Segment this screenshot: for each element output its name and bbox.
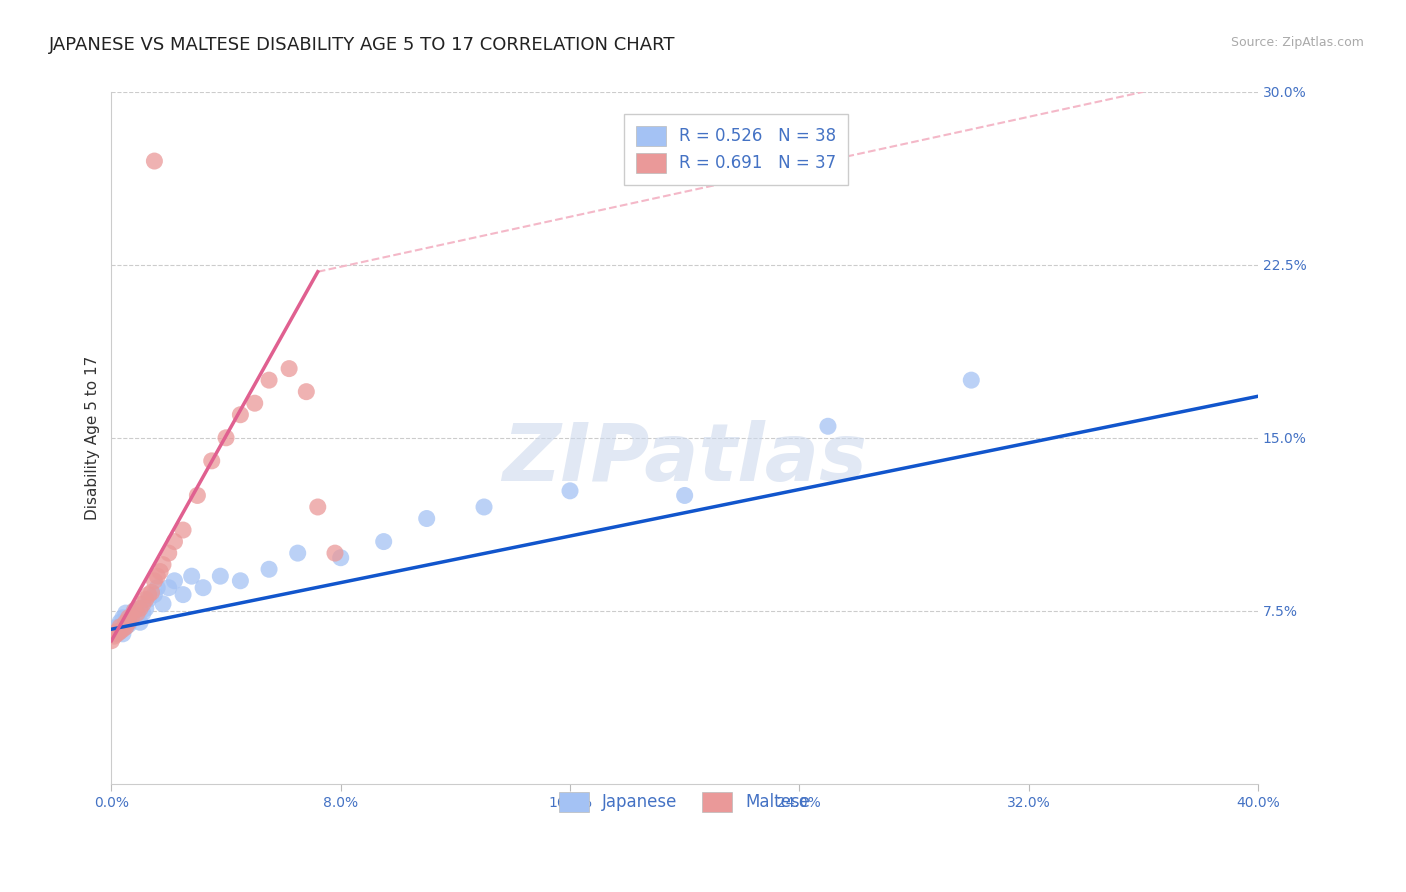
Point — [201, 454, 224, 468]
Point — [135, 601, 157, 615]
Point — [373, 534, 395, 549]
Point — [229, 408, 252, 422]
Point — [180, 569, 202, 583]
Point — [129, 601, 152, 615]
Point — [117, 610, 139, 624]
Point — [186, 488, 208, 502]
Text: Source: ZipAtlas.com: Source: ZipAtlas.com — [1230, 36, 1364, 49]
Point — [111, 610, 134, 624]
Point — [135, 592, 157, 607]
Point — [111, 627, 134, 641]
Point — [114, 606, 136, 620]
Y-axis label: Disability Age 5 to 17: Disability Age 5 to 17 — [86, 356, 100, 520]
Point — [129, 601, 152, 615]
Point — [124, 604, 146, 618]
Point — [278, 361, 301, 376]
Point — [138, 592, 160, 607]
Point — [121, 610, 143, 624]
Point — [229, 574, 252, 588]
Point — [105, 620, 128, 634]
Point — [817, 419, 839, 434]
Point — [152, 558, 174, 572]
Point — [108, 615, 131, 630]
Point — [141, 585, 163, 599]
Point — [157, 581, 180, 595]
Text: JAPANESE VS MALTESE DISABILITY AGE 5 TO 17 CORRELATION CHART: JAPANESE VS MALTESE DISABILITY AGE 5 TO … — [49, 36, 676, 54]
Point — [257, 373, 280, 387]
Point — [149, 565, 172, 579]
Point — [127, 606, 149, 620]
Point — [111, 622, 134, 636]
Point — [415, 511, 437, 525]
Point — [114, 620, 136, 634]
Point — [323, 546, 346, 560]
Legend: Japanese, Maltese: Japanese, Maltese — [547, 780, 823, 824]
Text: ZIPatlas: ZIPatlas — [502, 419, 868, 498]
Point — [108, 620, 131, 634]
Point — [105, 627, 128, 641]
Point — [307, 500, 329, 514]
Point — [163, 534, 186, 549]
Point — [129, 615, 152, 630]
Point — [121, 608, 143, 623]
Point — [257, 562, 280, 576]
Point — [132, 597, 155, 611]
Point — [157, 546, 180, 560]
Point — [191, 581, 214, 595]
Point — [152, 597, 174, 611]
Point — [558, 483, 581, 498]
Point — [243, 396, 266, 410]
Point — [117, 615, 139, 630]
Point — [114, 620, 136, 634]
Point — [103, 629, 125, 643]
Point — [105, 624, 128, 639]
Point — [124, 604, 146, 618]
Point — [172, 523, 194, 537]
Point — [146, 581, 169, 595]
Point — [146, 569, 169, 583]
Point — [108, 624, 131, 639]
Point — [138, 588, 160, 602]
Point — [103, 627, 125, 641]
Point — [117, 613, 139, 627]
Point — [960, 373, 983, 387]
Point — [132, 606, 155, 620]
Point — [673, 488, 696, 502]
Point — [329, 550, 352, 565]
Point — [114, 615, 136, 630]
Point — [143, 574, 166, 588]
Point — [287, 546, 309, 560]
Point — [143, 588, 166, 602]
Point — [117, 617, 139, 632]
Point — [100, 633, 122, 648]
Point — [108, 624, 131, 639]
Point — [295, 384, 318, 399]
Point — [163, 574, 186, 588]
Point — [127, 610, 149, 624]
Point — [472, 500, 495, 514]
Point — [215, 431, 238, 445]
Point — [209, 569, 232, 583]
Point — [172, 588, 194, 602]
Point — [143, 154, 166, 169]
